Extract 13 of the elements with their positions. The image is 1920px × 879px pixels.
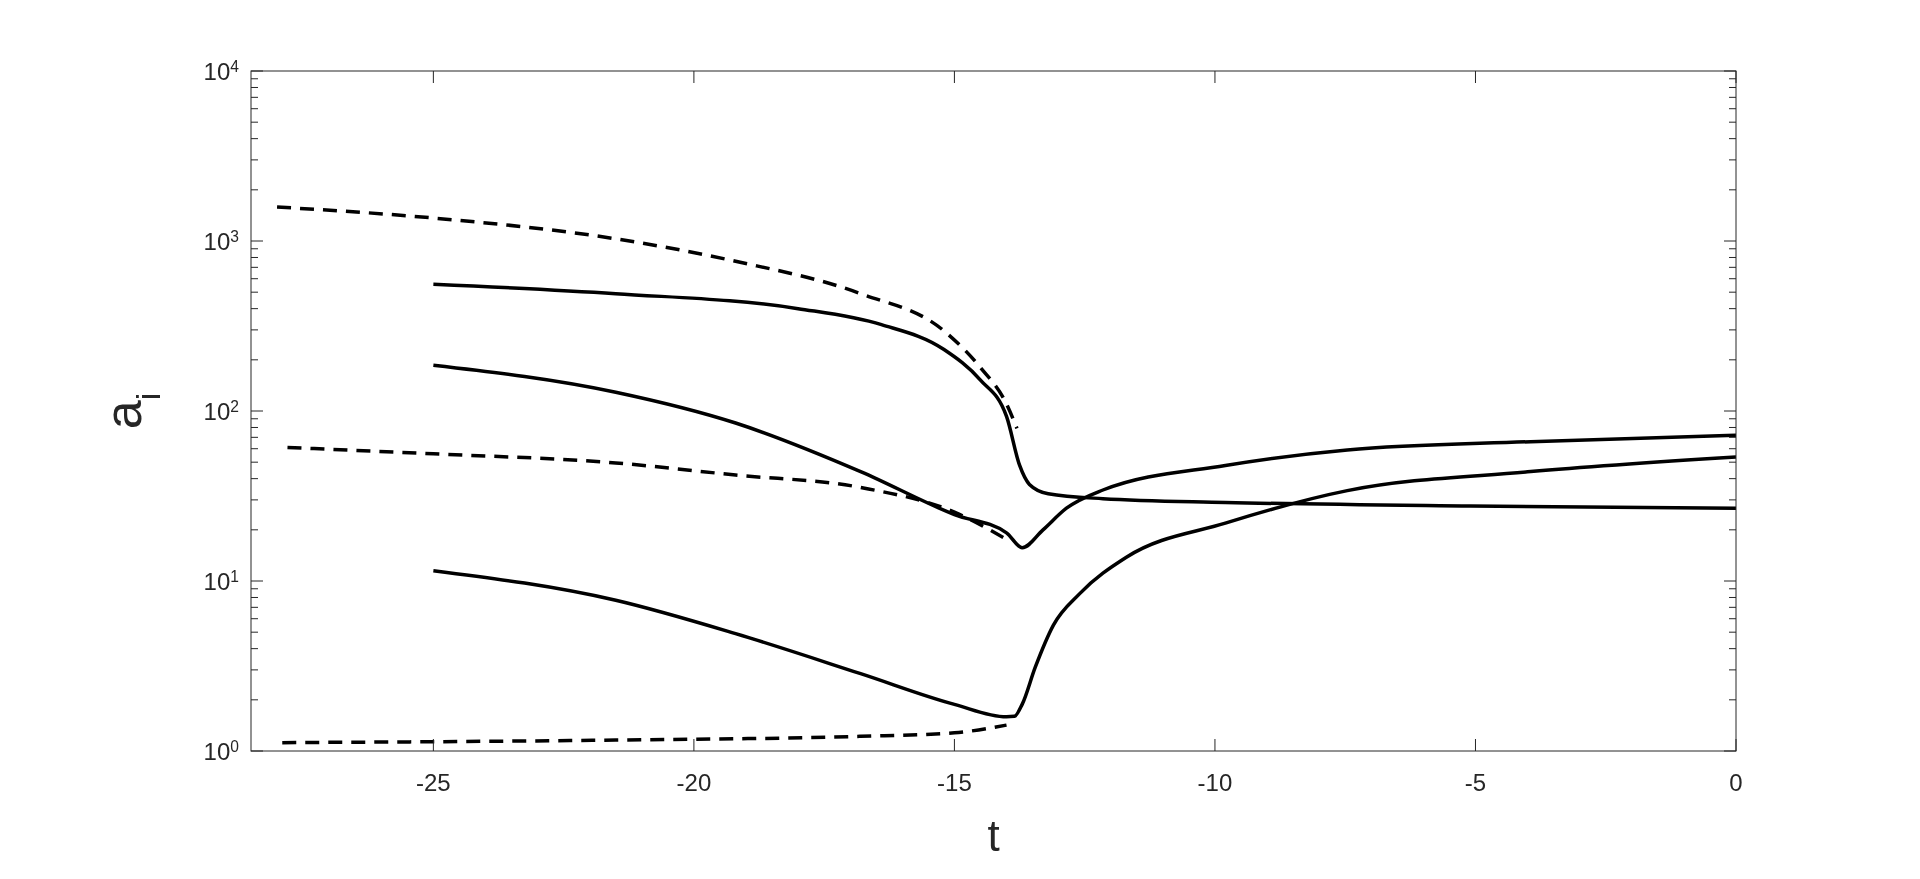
y-tick-label: 10$^{2}$ (203, 397, 239, 425)
x-axis-title: t (987, 811, 1000, 860)
x-tick-label: -10 (1197, 769, 1233, 796)
y-tick-label: 10$^{3}$ (203, 227, 239, 255)
y-tick-label: 10$^{1}$ (203, 567, 239, 595)
y-tick-label: 10$^{0}$ (203, 737, 240, 765)
x-tick-label: 0 (1729, 769, 1743, 796)
line-series (280, 723, 1009, 745)
x-tick-label: -25 (416, 769, 451, 796)
x-tick-label: -5 (1464, 769, 1487, 796)
x-tick-label: -20 (676, 769, 712, 796)
y-tick-label: 10$^{4}$ (203, 57, 240, 85)
x-tick-label: -15 (937, 769, 972, 796)
